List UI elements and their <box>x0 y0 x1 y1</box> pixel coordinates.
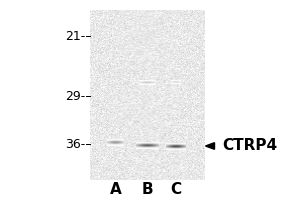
Text: A: A <box>110 182 122 198</box>
Text: B: B <box>141 182 153 198</box>
Polygon shape <box>206 143 214 149</box>
Text: CTRP4: CTRP4 <box>222 138 277 154</box>
Text: C: C <box>170 182 181 198</box>
Text: 36-: 36- <box>65 138 85 150</box>
Text: 29-: 29- <box>65 90 85 102</box>
Text: 21-: 21- <box>65 29 85 43</box>
